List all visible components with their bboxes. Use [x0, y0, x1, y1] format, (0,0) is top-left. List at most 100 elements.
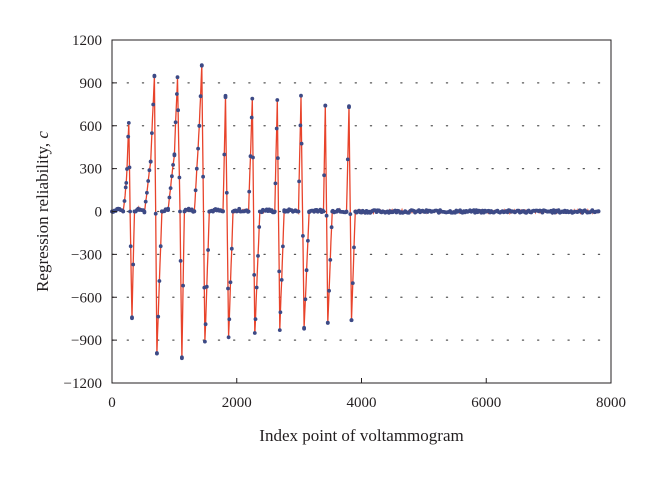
data-point — [422, 209, 426, 214]
y-tick-label: 900 — [80, 76, 103, 92]
data-point — [344, 209, 349, 214]
y-axis-label-symbol: c — [33, 131, 52, 139]
data-point — [180, 355, 184, 360]
data-point — [275, 98, 280, 102]
x-axis-label: Index point of voltammogram — [259, 426, 463, 445]
data-point — [126, 121, 131, 125]
data-point — [281, 244, 285, 249]
data-point — [145, 190, 149, 195]
data-point — [172, 152, 177, 157]
data-point — [251, 155, 255, 160]
data-point — [348, 212, 353, 217]
data-point — [136, 206, 141, 211]
data-point — [173, 120, 178, 125]
data-point — [132, 209, 137, 214]
data-point — [223, 95, 228, 100]
data-point — [229, 246, 234, 251]
y-axis-label: Regression reliability, c — [33, 131, 52, 292]
data-point — [201, 174, 206, 179]
data-point — [313, 208, 318, 213]
data-point — [253, 317, 258, 321]
data-point — [116, 206, 121, 211]
data-point — [329, 225, 334, 230]
data-point — [199, 63, 204, 68]
data-point — [302, 326, 306, 331]
data-point — [278, 310, 283, 315]
data-point — [155, 351, 159, 355]
data-point — [325, 321, 330, 325]
data-point — [207, 209, 212, 214]
data-point — [160, 209, 164, 214]
data-point — [277, 269, 282, 274]
x-tick-label: 6000 — [471, 395, 501, 411]
data-point — [196, 146, 201, 151]
data-point — [301, 234, 305, 238]
data-point — [307, 209, 311, 214]
data-point — [204, 284, 209, 289]
data-point — [303, 297, 308, 302]
data-point — [299, 93, 303, 98]
data-point — [327, 288, 331, 293]
data-point — [142, 209, 147, 214]
data-point — [121, 209, 126, 214]
data-point — [298, 123, 303, 128]
data-point — [264, 208, 269, 213]
x-tick-label: 0 — [108, 395, 116, 411]
data-point — [349, 318, 354, 322]
data-point — [296, 209, 301, 214]
data-point — [124, 181, 129, 185]
y-tick-label: −600 — [71, 290, 102, 306]
data-point — [203, 322, 208, 327]
data-point — [322, 173, 326, 178]
data-point — [226, 335, 231, 340]
data-point — [213, 208, 217, 213]
data-point — [359, 209, 364, 214]
data-point — [347, 105, 351, 110]
data-point — [237, 208, 242, 213]
data-point — [224, 190, 229, 195]
x-tick-label: 4000 — [347, 395, 377, 411]
data-point — [304, 268, 309, 273]
data-point — [247, 189, 252, 194]
data-point — [127, 165, 132, 170]
data-point — [297, 179, 301, 184]
data-point — [122, 199, 127, 203]
data-point — [250, 96, 255, 101]
data-point — [546, 209, 551, 214]
y-tick-label: −900 — [71, 333, 102, 349]
data-point — [147, 168, 152, 173]
y-tick-label: −1200 — [64, 376, 102, 392]
data-point — [128, 209, 133, 214]
data-point — [256, 254, 260, 258]
data-point — [272, 209, 277, 214]
data-point — [178, 259, 183, 263]
data-point — [167, 195, 172, 200]
data-point — [335, 208, 340, 213]
data-point — [274, 126, 279, 131]
data-point — [158, 244, 163, 249]
data-point — [203, 339, 207, 344]
data-point — [146, 179, 151, 183]
data-point — [123, 185, 128, 190]
data-point — [306, 238, 310, 243]
data-point — [299, 141, 304, 146]
data-point — [178, 209, 182, 214]
data-point — [257, 225, 262, 229]
data-point — [222, 152, 227, 157]
data-point — [193, 188, 198, 193]
data-point — [330, 209, 335, 214]
data-point — [249, 115, 254, 120]
data-point — [276, 156, 280, 161]
data-point — [170, 174, 174, 179]
data-point — [166, 206, 171, 211]
data-point — [192, 209, 197, 214]
data-point — [157, 279, 162, 283]
data-series — [110, 63, 601, 361]
data-point — [198, 94, 203, 99]
data-point — [186, 206, 191, 211]
data-point — [323, 103, 328, 108]
data-point — [150, 131, 154, 136]
data-point — [153, 211, 158, 216]
data-point — [128, 244, 133, 249]
